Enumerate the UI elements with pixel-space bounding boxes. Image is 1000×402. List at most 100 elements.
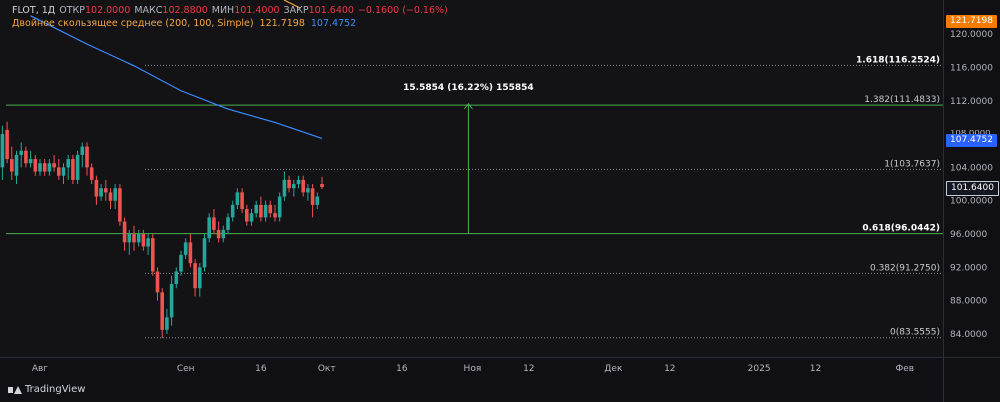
candle-body-57 [268,204,273,214]
tradingview-logo[interactable]: TradingView [8,384,85,395]
low-label: МИН [211,5,235,16]
open-value: 102.0000 [84,5,131,16]
candle-body-33 [155,271,160,293]
open-label: ОТКР [59,5,85,16]
candle-body-32 [151,238,155,272]
plot-background [0,0,943,357]
candle-body-14 [66,159,70,168]
tradingview-label: TradingView [25,384,86,395]
candle-body-36 [169,284,174,318]
legend: FLOT, 1Д ОТКР 102.0000 МАКС 102.8800 МИН 10… [12,4,448,30]
candle-body-45 [212,217,216,230]
candle-body-38 [179,254,183,272]
candle-body-19 [89,167,94,180]
ma200-line [283,0,301,9]
ma200-value: 121.7198 [259,18,305,29]
price-tick-label: 84.0000 [950,330,987,340]
moving-averages [30,0,323,140]
candle-body-42 [198,267,202,289]
fib-level-label-5: 0(83.5555) [890,328,940,338]
time-tick-label: 16 [255,364,267,374]
candle-body-4 [19,150,23,155]
candle-body-43 [202,238,207,268]
candle-body-35 [165,317,169,330]
time-tick-label: Ноя [464,364,482,374]
time-tick-label: 12 [664,364,675,374]
candle-body-54 [254,204,258,214]
ma100-line [30,15,323,140]
candle-body-66 [310,188,315,205]
measure-arrow-icon [464,103,473,110]
high-value: 102.8800 [162,5,208,16]
candle-body-2 [10,159,14,172]
time-tick-label: Авг [32,364,48,374]
time-tick-label: Сен [177,364,195,374]
legend-ohlc-row[interactable]: FLOT, 1Д ОТКР 102.0000 МАКС 102.8800 МИН 10… [12,4,448,17]
price-tick-label: 88.0000 [950,297,987,307]
candle-body-31 [146,238,150,247]
change-value: −0.1600 (−0.16%) [357,5,448,16]
candle-body-6 [28,159,33,164]
candle-body-41 [193,263,197,289]
candle-body-7 [33,159,38,172]
candle-body-16 [75,154,80,180]
candle-body-3 [14,154,19,176]
ma200-price-tag: 121.7198 [946,15,997,28]
candle-body-8 [38,163,42,172]
candle-body-50 [235,192,240,205]
close-value: 101.6400 [308,5,354,16]
price-tick-label: 116.0000 [950,63,993,73]
last-price-tag: 101.6400 [946,181,999,196]
candle-body-58 [273,213,277,218]
candle-body-60 [282,179,287,197]
candle-body-5 [24,150,28,164]
candles [0,121,324,339]
price-tick-label: 100.0000 [950,197,993,207]
candle-body-47 [221,229,226,239]
ma100-price-tag: 107.4752 [946,134,997,147]
candle-body-65 [306,188,310,193]
fib-retracement: 1.618(116.2524) 1.382(111.4833) 1(103.7637… [6,55,943,339]
candle-body-15 [71,159,75,180]
indicator-name[interactable]: Двойное скользящее среднее (200, 100, Si… [12,18,254,29]
candle-body-44 [207,217,211,239]
candle-body-67 [315,196,320,205]
candle-body-64 [301,179,305,193]
candle-body-12 [57,167,61,176]
candle-body-13 [61,167,66,176]
fib-level-label-3: 0.618(96.0442) [862,224,940,234]
price-tick-label: 92.0000 [950,263,987,273]
symbol-label[interactable]: FLOT, 1Д [12,5,56,16]
price-range-measure: 15.5854 (16.22%) 155854 [403,83,534,234]
time-axis: Авг Сен 16 Окт 16 Ноя 12 Дек 12 2025 12 Фев [32,364,914,374]
candle-body-49 [230,204,235,218]
candle-body-39 [183,242,188,255]
candle-body-10 [47,163,52,172]
candle-body-17 [80,146,85,155]
price-tick-label: 120.0000 [950,30,993,40]
time-tick-label: 16 [396,364,408,374]
candle-body-46 [216,229,221,239]
time-tick-label: 12 [810,364,821,374]
candle-body-24 [113,188,117,201]
candle-body-29 [136,234,141,243]
fib-level-label-1: 1.382(111.4833) [864,95,940,105]
price-tick-label: 112.0000 [950,97,993,107]
candle-body-1 [5,129,9,160]
high-label: МАКС [134,5,163,16]
candle-body-18 [85,146,89,168]
time-tick-label: 12 [523,364,534,374]
candle-body-51 [240,192,244,210]
price-tick-label: 104.0000 [950,163,993,173]
candle-body-0 [0,134,5,168]
candle-body-30 [141,234,146,247]
candle-body-34 [160,292,164,330]
candle-body-61 [287,179,291,189]
candle-body-37 [174,271,179,285]
candle-body-40 [188,242,193,264]
legend-indicator-row[interactable]: Двойное скользящее среднее (200, 100, Si… [12,17,448,30]
time-tick-label: Фев [896,364,915,374]
